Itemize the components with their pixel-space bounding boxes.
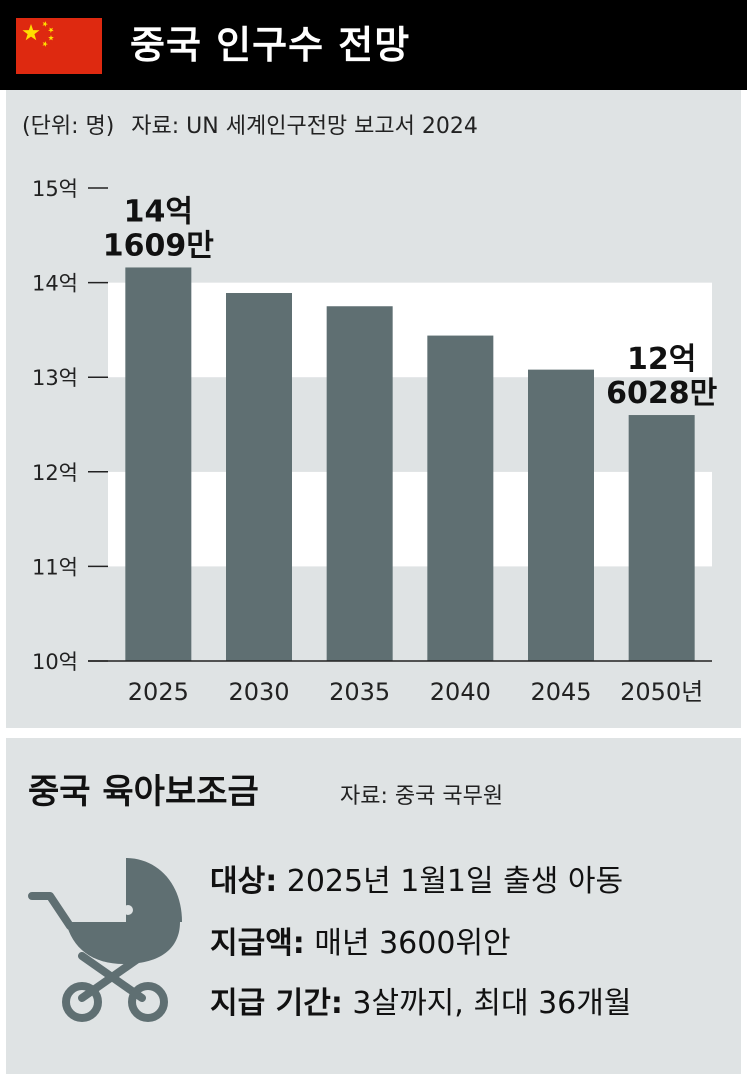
y-tick-label: 14억 xyxy=(32,272,78,296)
grid-band xyxy=(108,566,712,661)
y-tick-label: 10억 xyxy=(32,650,78,674)
subsidy-period-value: 3살까지, 최대 36개월 xyxy=(352,986,632,1021)
bar-2025 xyxy=(125,267,192,661)
flag-small-star xyxy=(42,21,48,27)
data-label: 14억 xyxy=(124,194,193,229)
unit-label: (단위: 명) xyxy=(22,114,115,139)
x-tick-label: 2050년 xyxy=(620,678,703,706)
header-bar: 중국 인구수 전망 xyxy=(0,0,747,90)
china-flag-icon xyxy=(16,18,102,74)
subsidy-amount-value: 매년 3600위안 xyxy=(314,926,511,961)
x-tick-label: 2040 xyxy=(430,678,491,706)
data-label: 12억 xyxy=(627,342,696,377)
subsidy-title: 중국 육아보조금 xyxy=(28,772,259,812)
y-tick-label: 12억 xyxy=(32,461,78,485)
page-title: 중국 인구수 전망 xyxy=(130,23,411,67)
x-tick-label: 2035 xyxy=(329,678,390,706)
data-label: 6028만 xyxy=(606,376,717,411)
subsidy-period-row: 지급 기간: 3살까지, 최대 36개월 xyxy=(210,978,631,1022)
grid-band xyxy=(108,377,712,472)
grid-band xyxy=(108,188,712,283)
data-label: 1609만 xyxy=(103,228,214,263)
flag-small-star xyxy=(48,27,54,33)
flag-small-star xyxy=(42,41,48,47)
bar-2040 xyxy=(427,335,494,661)
grid-band xyxy=(108,471,712,567)
subsidy-amount-label: 지급액: xyxy=(210,926,305,961)
bar-2050년 xyxy=(628,415,695,661)
bar-2030 xyxy=(226,293,292,661)
flag-small-star xyxy=(48,35,54,41)
chart-meta: (단위: 명) 자료: UN 세계인구전망 보고서 2024 xyxy=(22,108,488,140)
y-tick-label: 13억 xyxy=(32,366,78,390)
subsidy-target-label: 대상: xyxy=(210,864,278,899)
y-tick-label: 11억 xyxy=(32,555,78,579)
stroller-icon xyxy=(28,858,182,1022)
bar-2035 xyxy=(326,306,393,661)
subsidy-period-label: 지급 기간: xyxy=(210,986,343,1021)
flag-large-star xyxy=(22,24,40,41)
y-tick-label: 15억 xyxy=(32,177,78,201)
subsidy-amount-row: 지급액: 매년 3600위안 xyxy=(210,918,511,962)
source-label: 자료: UN 세계인구전망 보고서 2024 xyxy=(131,114,478,139)
bar-2045 xyxy=(528,369,594,661)
x-tick-label: 2025 xyxy=(128,678,189,706)
x-tick-label: 2045 xyxy=(530,678,591,706)
x-tick-label: 2030 xyxy=(228,678,289,706)
subsidy-target-row: 대상: 2025년 1월1일 출생 아동 xyxy=(210,856,623,900)
subsidy-target-value: 2025년 1월1일 출생 아동 xyxy=(286,864,624,899)
grid-band xyxy=(108,282,712,378)
population-bar-chart: 15억 14억 13억 12억 11억 10억 2025 2030 2035 2040 2045 2… xyxy=(32,177,718,706)
subsidy-source: 자료: 중국 국무원 xyxy=(340,784,504,809)
